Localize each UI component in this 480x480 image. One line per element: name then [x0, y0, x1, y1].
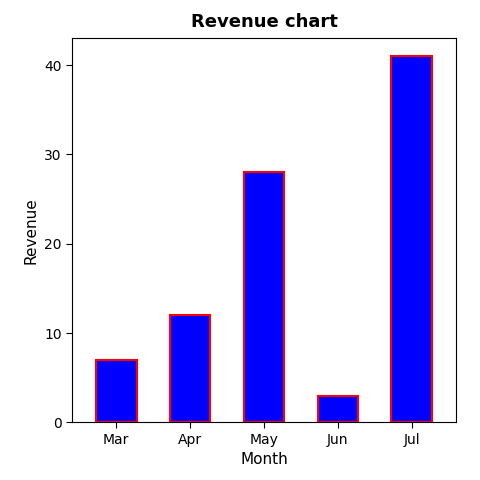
Bar [318, 396, 358, 422]
Bar [170, 315, 210, 422]
Bar [96, 360, 137, 422]
Bar [391, 56, 432, 422]
Y-axis label: Revenue: Revenue [24, 197, 38, 264]
Bar [244, 172, 284, 422]
X-axis label: Month: Month [240, 452, 288, 468]
Title: Revenue chart: Revenue chart [191, 13, 337, 31]
